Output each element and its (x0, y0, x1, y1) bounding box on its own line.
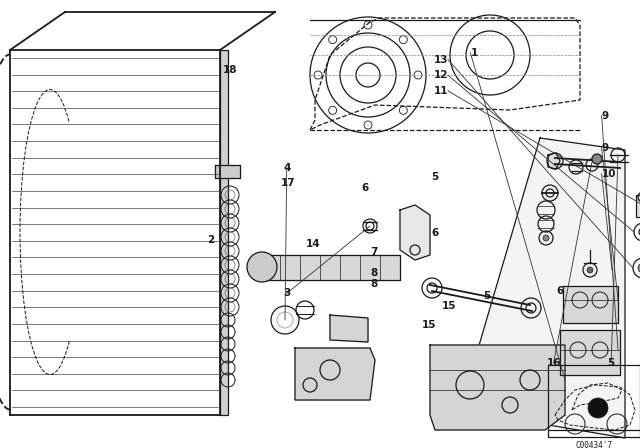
Text: 15: 15 (442, 301, 456, 310)
Polygon shape (563, 286, 618, 323)
Text: 1: 1 (470, 48, 477, 58)
Circle shape (587, 267, 593, 273)
Bar (548, 365, 640, 437)
Text: 6: 6 (361, 183, 369, 193)
Text: 14: 14 (307, 239, 321, 249)
Text: 6: 6 (557, 286, 564, 296)
Text: 7: 7 (370, 247, 378, 257)
Bar (636, 195, 640, 217)
Circle shape (638, 263, 640, 273)
Text: 4: 4 (283, 163, 291, 173)
Text: 12: 12 (433, 70, 448, 80)
Text: 3: 3 (283, 289, 291, 298)
Bar (220, 50, 228, 415)
Text: 9: 9 (602, 143, 609, 153)
Polygon shape (330, 315, 368, 342)
Text: 5: 5 (483, 291, 490, 301)
Polygon shape (295, 348, 375, 400)
Polygon shape (260, 255, 400, 280)
Text: 8: 8 (371, 268, 378, 278)
Polygon shape (430, 345, 565, 430)
Polygon shape (560, 330, 620, 375)
Text: 15: 15 (422, 320, 436, 330)
Text: 8: 8 (371, 280, 378, 289)
Text: 9: 9 (602, 111, 609, 121)
Text: 5: 5 (607, 358, 615, 368)
Text: 2: 2 (207, 235, 215, 245)
Text: 11: 11 (433, 86, 448, 96)
Text: 13: 13 (433, 55, 448, 65)
Circle shape (592, 154, 602, 164)
Text: C00434'7: C00434'7 (575, 440, 612, 448)
Text: 10: 10 (602, 169, 616, 179)
Circle shape (543, 235, 549, 241)
Polygon shape (400, 205, 430, 260)
Text: 17: 17 (281, 178, 295, 188)
Circle shape (247, 252, 277, 282)
Circle shape (588, 398, 608, 418)
Polygon shape (460, 138, 625, 438)
Polygon shape (548, 153, 560, 169)
Text: 18: 18 (223, 65, 237, 75)
Text: 5: 5 (431, 172, 439, 182)
Text: 16: 16 (547, 358, 561, 368)
Text: 6: 6 (431, 228, 439, 238)
Polygon shape (215, 165, 240, 178)
